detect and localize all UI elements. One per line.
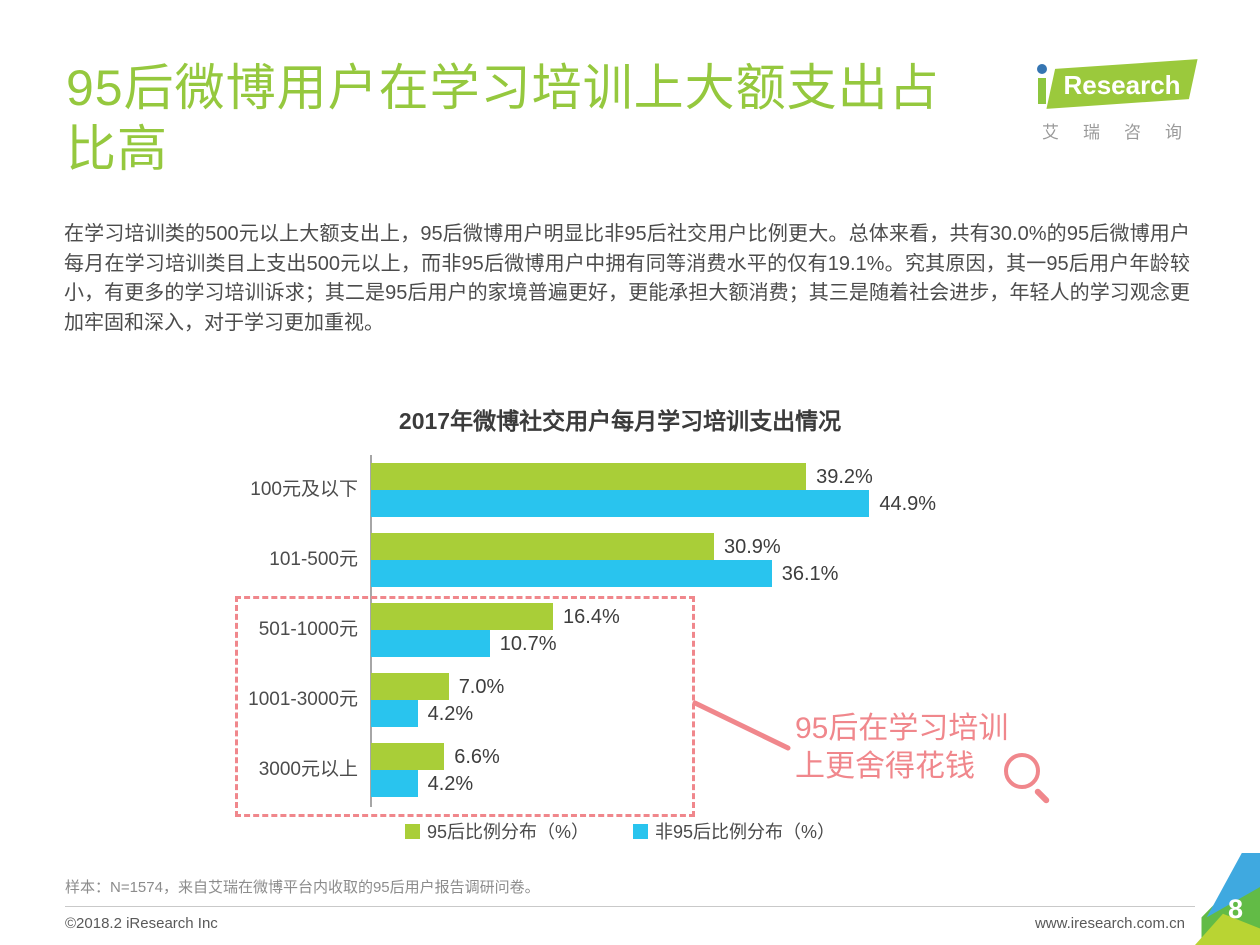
legend-swatch-green <box>404 823 420 839</box>
value-label: 4.2% <box>427 773 474 795</box>
page-number: 8 <box>1227 894 1243 924</box>
page-title: 95后微博用户在学习培训上大额支出占比高 <box>66 60 940 177</box>
legend-label-95: 95后比例分布（%） <box>426 822 589 842</box>
iresearch-logo: Research 艾瑞咨询 <box>1020 56 1205 146</box>
category-label: 501-1000元 <box>258 619 358 640</box>
bar-95 <box>371 673 449 700</box>
magnifier-lens <box>1004 753 1040 789</box>
category-label: 1001-3000元 <box>248 689 358 710</box>
magnifier-icon <box>1004 753 1062 811</box>
value-label: 36.1% <box>781 563 839 585</box>
logo-chinese-name: 艾瑞咨询 <box>1042 123 1206 142</box>
logo-i-glyph <box>1036 62 1048 104</box>
logo-i-dot-icon <box>1037 64 1047 74</box>
value-label: 16.4% <box>563 606 620 628</box>
value-label: 6.6% <box>454 746 500 768</box>
value-label: 44.9% <box>879 493 937 515</box>
bar-95 <box>371 603 554 630</box>
chart-legend: 95后比例分布（%） 非95后比例分布（%） <box>0 818 1240 844</box>
category-label: 101-500元 <box>269 549 358 570</box>
corner-graphic: 8 <box>1195 853 1260 945</box>
value-label: 4.2% <box>427 703 474 725</box>
logo-i-stem <box>1038 78 1046 104</box>
annotation-line-2: 上更舍得花钱 <box>795 750 975 783</box>
legend-item-95: 95后比例分布（%） <box>404 818 589 844</box>
copyright-text: ©2018.2 iResearch Inc <box>65 915 218 932</box>
annotation-line-1: 95后在学习培训 <box>795 712 1009 745</box>
value-label: 39.2% <box>816 466 873 488</box>
callout-connector-line <box>692 700 791 751</box>
logo-brand-text: Research <box>1063 70 1181 100</box>
body-paragraph: 在学习培训类的500元以上大额支出上，95后微博用户明显比非95后社交用户比例更… <box>64 223 1190 334</box>
legend-label-non95: 非95后比例分布（%） <box>655 822 836 842</box>
legend-item-non95: 非95后比例分布（%） <box>633 818 835 844</box>
chart-title: 2017年微博社交用户每月学习培训支出情况 <box>398 408 842 434</box>
bar-chart-plot: 95后在学习培训 上更舍得花钱 100元及以下 39.2% 44.9% 101-500… <box>0 455 1260 817</box>
bar-non95 <box>371 560 772 587</box>
legend-swatch-blue <box>633 823 648 839</box>
bar-95 <box>371 743 445 770</box>
value-label: 7.0% <box>458 676 505 698</box>
value-label: 30.9% <box>723 536 781 558</box>
sample-note: 样本：N=1574，来自艾瑞在微博平台内收取的95后用户报告调研问卷。 <box>65 879 540 896</box>
bar-95 <box>371 533 714 560</box>
bar-non95 <box>371 770 418 797</box>
website-url: www.iresearch.com.cn <box>1034 915 1185 932</box>
footer-divider <box>65 906 1195 907</box>
bar-non95 <box>371 630 490 657</box>
magnifier-handle <box>1033 787 1051 805</box>
category-label: 100元及以下 <box>250 479 358 500</box>
bar-95 <box>371 463 807 490</box>
bar-non95 <box>371 700 418 727</box>
category-label: 3000元以上 <box>258 759 358 780</box>
annotation-text: 95后在学习培训 上更舍得花钱 <box>795 710 1055 786</box>
bar-non95 <box>371 490 870 517</box>
highlight-dashed-box <box>235 596 695 817</box>
value-label: 10.7% <box>499 633 557 655</box>
